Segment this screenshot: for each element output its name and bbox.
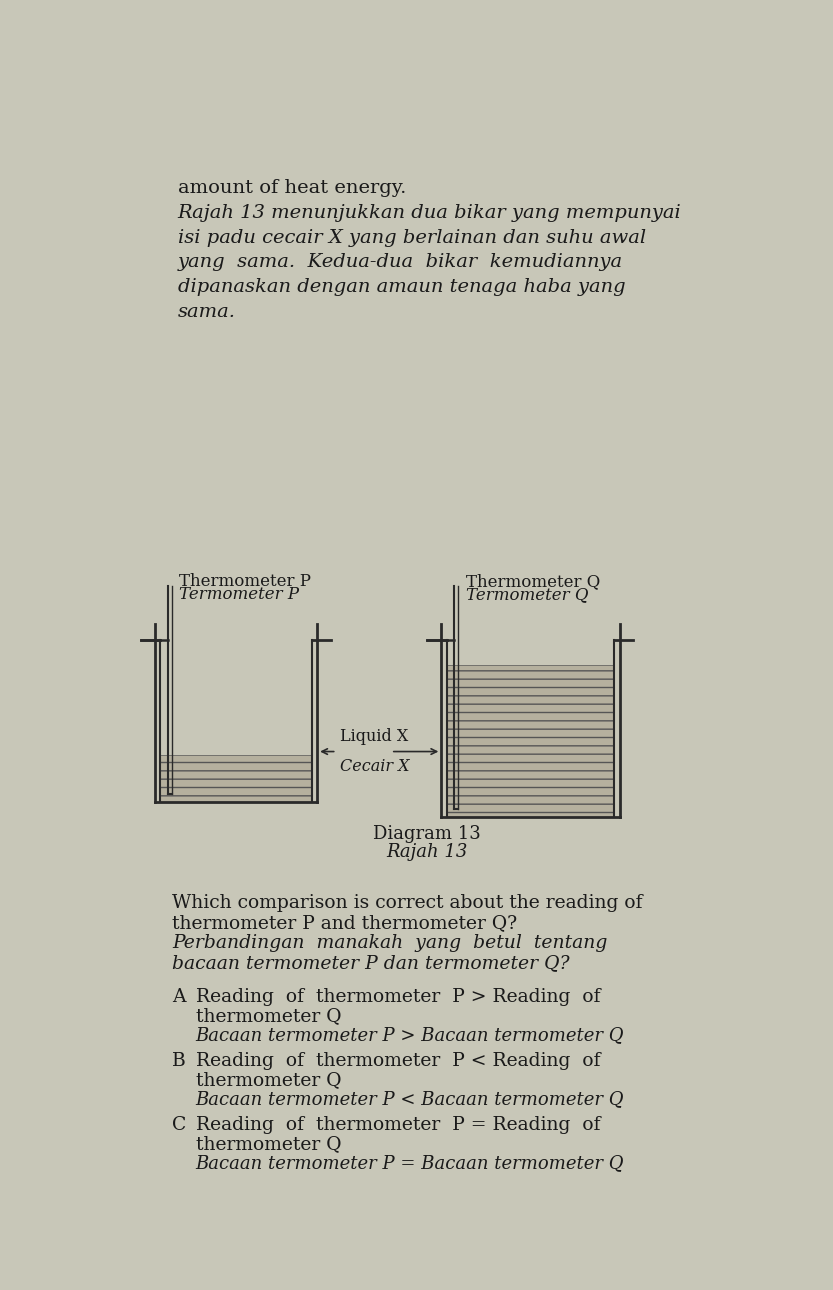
Text: Thermometer Q: Thermometer Q xyxy=(466,573,601,590)
Text: bacaan termometer P dan termometer Q?: bacaan termometer P dan termometer Q? xyxy=(172,955,570,973)
Text: Thermometer P: Thermometer P xyxy=(179,573,312,590)
Text: B: B xyxy=(172,1051,186,1069)
Text: dipanaskan dengan amaun tenaga haba yang: dipanaskan dengan amaun tenaga haba yang xyxy=(177,279,626,295)
Text: Diagram 13: Diagram 13 xyxy=(372,824,481,842)
Text: yang  sama.  Kedua-dua  bikar  kemudiannya: yang sama. Kedua-dua bikar kemudiannya xyxy=(177,253,623,271)
Text: sama.: sama. xyxy=(177,303,236,321)
Text: C: C xyxy=(172,1116,187,1134)
Text: amount of heat energy.: amount of heat energy. xyxy=(177,179,407,197)
Text: Cecair X: Cecair X xyxy=(341,757,410,775)
Bar xyxy=(446,664,614,817)
Text: thermometer Q: thermometer Q xyxy=(196,1071,341,1089)
Text: Perbandingan  manakah  yang  betul  tentang: Perbandingan manakah yang betul tentang xyxy=(172,934,608,952)
Text: isi padu cecair X yang berlainan dan suhu awal: isi padu cecair X yang berlainan dan suh… xyxy=(177,228,646,246)
Text: Reading  of  thermometer  P = Reading  of: Reading of thermometer P = Reading of xyxy=(196,1116,600,1134)
Text: Termometer Q: Termometer Q xyxy=(466,586,589,602)
Text: thermometer Q: thermometer Q xyxy=(196,1007,341,1026)
Text: Liquid X: Liquid X xyxy=(341,729,409,746)
Text: Bacaan termometer P < Bacaan termometer Q: Bacaan termometer P < Bacaan termometer … xyxy=(196,1090,624,1108)
Text: Reading  of  thermometer  P > Reading  of: Reading of thermometer P > Reading of xyxy=(196,988,600,1006)
Text: thermometer P and thermometer Q?: thermometer P and thermometer Q? xyxy=(172,915,517,931)
Text: Which comparison is correct about the reading of: Which comparison is correct about the re… xyxy=(172,894,643,912)
Text: Bacaan termometer P > Bacaan termometer Q: Bacaan termometer P > Bacaan termometer … xyxy=(196,1027,624,1045)
Text: Bacaan termometer P = Bacaan termometer Q: Bacaan termometer P = Bacaan termometer … xyxy=(196,1155,624,1173)
Text: A: A xyxy=(172,988,186,1006)
Text: Reading  of  thermometer  P < Reading  of: Reading of thermometer P < Reading of xyxy=(196,1051,600,1069)
Text: Termometer P: Termometer P xyxy=(179,586,299,602)
Text: Rajah 13 menunjukkan dua bikar yang mempunyai: Rajah 13 menunjukkan dua bikar yang memp… xyxy=(177,204,681,222)
Text: thermometer Q: thermometer Q xyxy=(196,1135,341,1153)
Bar xyxy=(160,756,312,801)
Text: Rajah 13: Rajah 13 xyxy=(386,844,467,862)
